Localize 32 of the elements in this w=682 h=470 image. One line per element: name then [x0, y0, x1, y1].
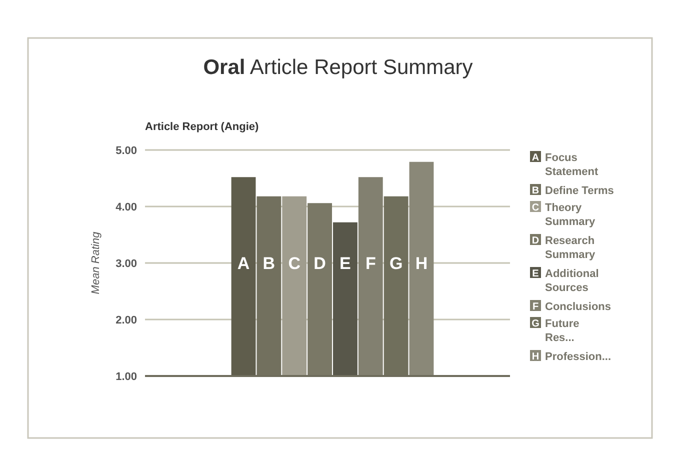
legend-label: Research Summary	[545, 235, 596, 261]
text: A	[532, 152, 540, 164]
text: C	[532, 202, 540, 214]
data-label: G	[389, 254, 403, 273]
y-tick-label: 4.00	[116, 202, 137, 214]
data-label: D	[314, 254, 326, 273]
legend-label: Profession...	[545, 351, 612, 363]
legend-label: Conclusions	[545, 301, 612, 313]
text: E	[532, 268, 539, 280]
y-tick-label: 2.00	[116, 314, 137, 326]
legend-label: Define Terms	[545, 185, 614, 197]
text: D	[532, 236, 540, 246]
data-label: F	[365, 254, 376, 273]
text: G	[532, 318, 540, 330]
y-axis-title: Mean Rating	[90, 230, 102, 294]
data-label: C	[288, 254, 301, 273]
text: B	[532, 186, 540, 196]
text: H	[532, 352, 540, 362]
text: F	[532, 302, 539, 312]
data-label: B	[262, 254, 276, 273]
legend-label: Additional Sources	[545, 268, 599, 294]
legend-label: Focus Statement	[545, 152, 599, 178]
data-label: H	[415, 254, 428, 273]
y-tick-label: 1.00	[116, 371, 137, 383]
data-label: A	[237, 254, 250, 273]
legend-label: Future Res...	[545, 318, 580, 344]
y-tick-label: 3.00	[116, 258, 137, 270]
chart-title: Oral Article Report Summary	[203, 56, 474, 79]
data-label: E	[340, 254, 351, 273]
legend-label: Theory Summary	[545, 202, 596, 228]
y-tick-label: 5.00	[116, 145, 137, 157]
chart-subtitle: Article Report (Angie)	[145, 121, 260, 133]
